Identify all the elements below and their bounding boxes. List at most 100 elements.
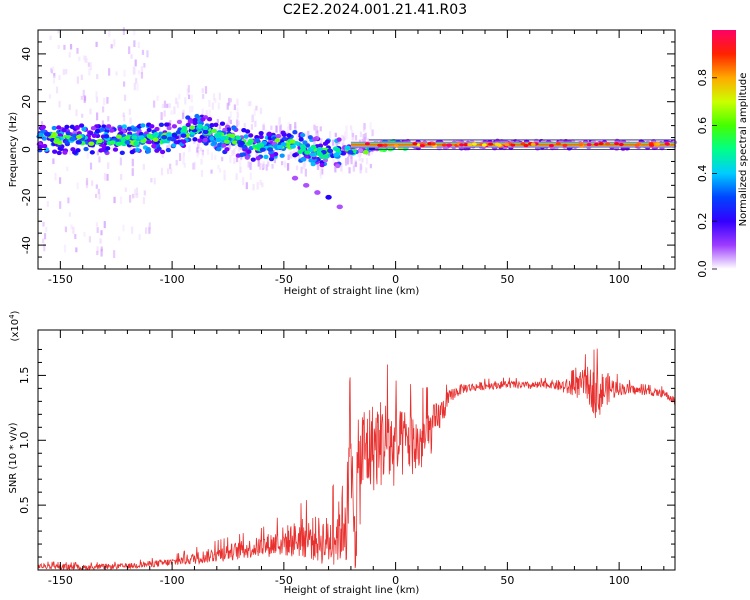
ridge-cell bbox=[259, 147, 266, 152]
weak-energy-cell bbox=[239, 159, 242, 166]
tone-hot-cell bbox=[494, 142, 500, 146]
band-cell bbox=[199, 134, 205, 140]
weak-energy-cell bbox=[169, 163, 172, 170]
weak-energy-cell bbox=[106, 173, 109, 181]
weak-energy-cell bbox=[153, 177, 156, 185]
ridge-cell bbox=[256, 142, 263, 147]
ridge-cell bbox=[161, 134, 168, 140]
weak-energy-cell bbox=[369, 122, 372, 130]
ridge-cell bbox=[280, 142, 287, 147]
y-tick-label: 40 bbox=[20, 47, 33, 61]
weak-energy-cell bbox=[249, 162, 252, 170]
weak-energy-cell bbox=[217, 164, 220, 169]
weak-energy-cell bbox=[94, 193, 98, 198]
ridge-cell bbox=[167, 136, 174, 141]
weak-energy-cell bbox=[332, 158, 335, 164]
weak-energy-cell bbox=[349, 157, 352, 163]
weak-energy-cell bbox=[166, 168, 170, 174]
band-cell bbox=[248, 133, 254, 138]
weak-energy-cell bbox=[251, 115, 254, 123]
weak-energy-cell bbox=[201, 108, 204, 116]
weak-energy-cell bbox=[176, 101, 179, 109]
ridge-cell bbox=[76, 134, 83, 140]
weak-energy-cell bbox=[259, 107, 263, 115]
band-cell bbox=[109, 128, 115, 133]
weak-energy-cell bbox=[343, 131, 347, 138]
weak-energy-cell bbox=[365, 167, 368, 174]
ridge-cell bbox=[327, 148, 334, 154]
tone-hot-cell bbox=[364, 142, 370, 146]
ridge-cell bbox=[153, 131, 160, 137]
spectrogram-plot-area bbox=[36, 27, 678, 269]
weak-energy-cell bbox=[287, 154, 290, 161]
weak-energy-cell bbox=[131, 226, 134, 234]
band-cell bbox=[246, 149, 252, 154]
weak-energy-cell bbox=[294, 155, 297, 161]
band-cell bbox=[43, 147, 50, 152]
band-cell bbox=[258, 130, 264, 136]
weak-energy-cell bbox=[142, 197, 146, 205]
ridge-cell bbox=[166, 132, 173, 137]
weak-energy-cell bbox=[275, 125, 278, 133]
weak-energy-cell bbox=[182, 152, 185, 157]
weak-energy-cell bbox=[179, 153, 182, 162]
ridge-cell bbox=[211, 128, 218, 134]
band-cell bbox=[51, 125, 57, 131]
x-tick-label: -150 bbox=[48, 273, 73, 286]
weak-energy-cell bbox=[217, 102, 220, 110]
band-cell bbox=[126, 126, 132, 131]
weak-energy-cell bbox=[96, 250, 99, 256]
weak-energy-cell bbox=[103, 221, 106, 229]
band-cell bbox=[255, 155, 261, 161]
band-cell bbox=[56, 150, 62, 156]
weak-energy-cell bbox=[69, 43, 73, 50]
weak-energy-cell bbox=[99, 238, 102, 244]
weak-energy-cell bbox=[81, 113, 84, 118]
weak-energy-cell bbox=[204, 86, 208, 94]
ridge-cell bbox=[146, 134, 153, 139]
y-tick-label: 0.5 bbox=[18, 496, 31, 514]
band-cell bbox=[132, 127, 138, 132]
tone-hot-cell bbox=[459, 143, 465, 147]
tone-hot-cell bbox=[562, 143, 568, 147]
weak-energy-cell bbox=[168, 103, 171, 109]
band-cell bbox=[88, 130, 94, 136]
y-tick-label: -20 bbox=[20, 188, 33, 206]
weak-energy-cell bbox=[80, 74, 83, 81]
band-cell bbox=[336, 137, 342, 142]
x-axis-title: Height of straight line (km) bbox=[284, 585, 420, 596]
weak-energy-cell bbox=[137, 70, 141, 75]
band-cell bbox=[258, 134, 264, 140]
weak-energy-cell bbox=[271, 164, 274, 169]
band-cell bbox=[217, 142, 223, 148]
weak-energy-cell bbox=[235, 154, 239, 163]
weak-energy-cell bbox=[257, 160, 260, 167]
ridge-cell bbox=[202, 125, 209, 131]
tone-hot-cell bbox=[471, 142, 477, 146]
weak-energy-cell bbox=[122, 224, 125, 232]
ridge-cell bbox=[44, 132, 51, 137]
weak-energy-cell bbox=[206, 148, 210, 156]
x-tick-label: 100 bbox=[609, 273, 630, 286]
tone-hot-cell bbox=[467, 143, 473, 147]
weak-energy-cell bbox=[223, 170, 226, 176]
weak-energy-cell bbox=[161, 103, 164, 109]
weak-energy-cell bbox=[238, 128, 241, 135]
weak-energy-cell bbox=[119, 196, 123, 205]
weak-energy-cell bbox=[102, 106, 105, 113]
band-cell bbox=[90, 126, 96, 131]
band-cell bbox=[308, 158, 314, 163]
weak-energy-cell bbox=[42, 221, 45, 227]
weak-energy-cell bbox=[296, 133, 299, 141]
tone-hot-cell bbox=[593, 142, 599, 146]
weak-energy-cell bbox=[255, 105, 258, 111]
weak-energy-cell bbox=[123, 69, 126, 77]
weak-energy-cell bbox=[187, 85, 190, 93]
ridge-cell bbox=[69, 136, 76, 142]
weak-energy-cell bbox=[145, 227, 148, 234]
weak-energy-cell bbox=[202, 93, 205, 99]
band-cell bbox=[62, 150, 68, 155]
ridge-cell bbox=[215, 133, 222, 139]
band-cell bbox=[298, 137, 304, 142]
weak-energy-cell bbox=[294, 126, 297, 131]
